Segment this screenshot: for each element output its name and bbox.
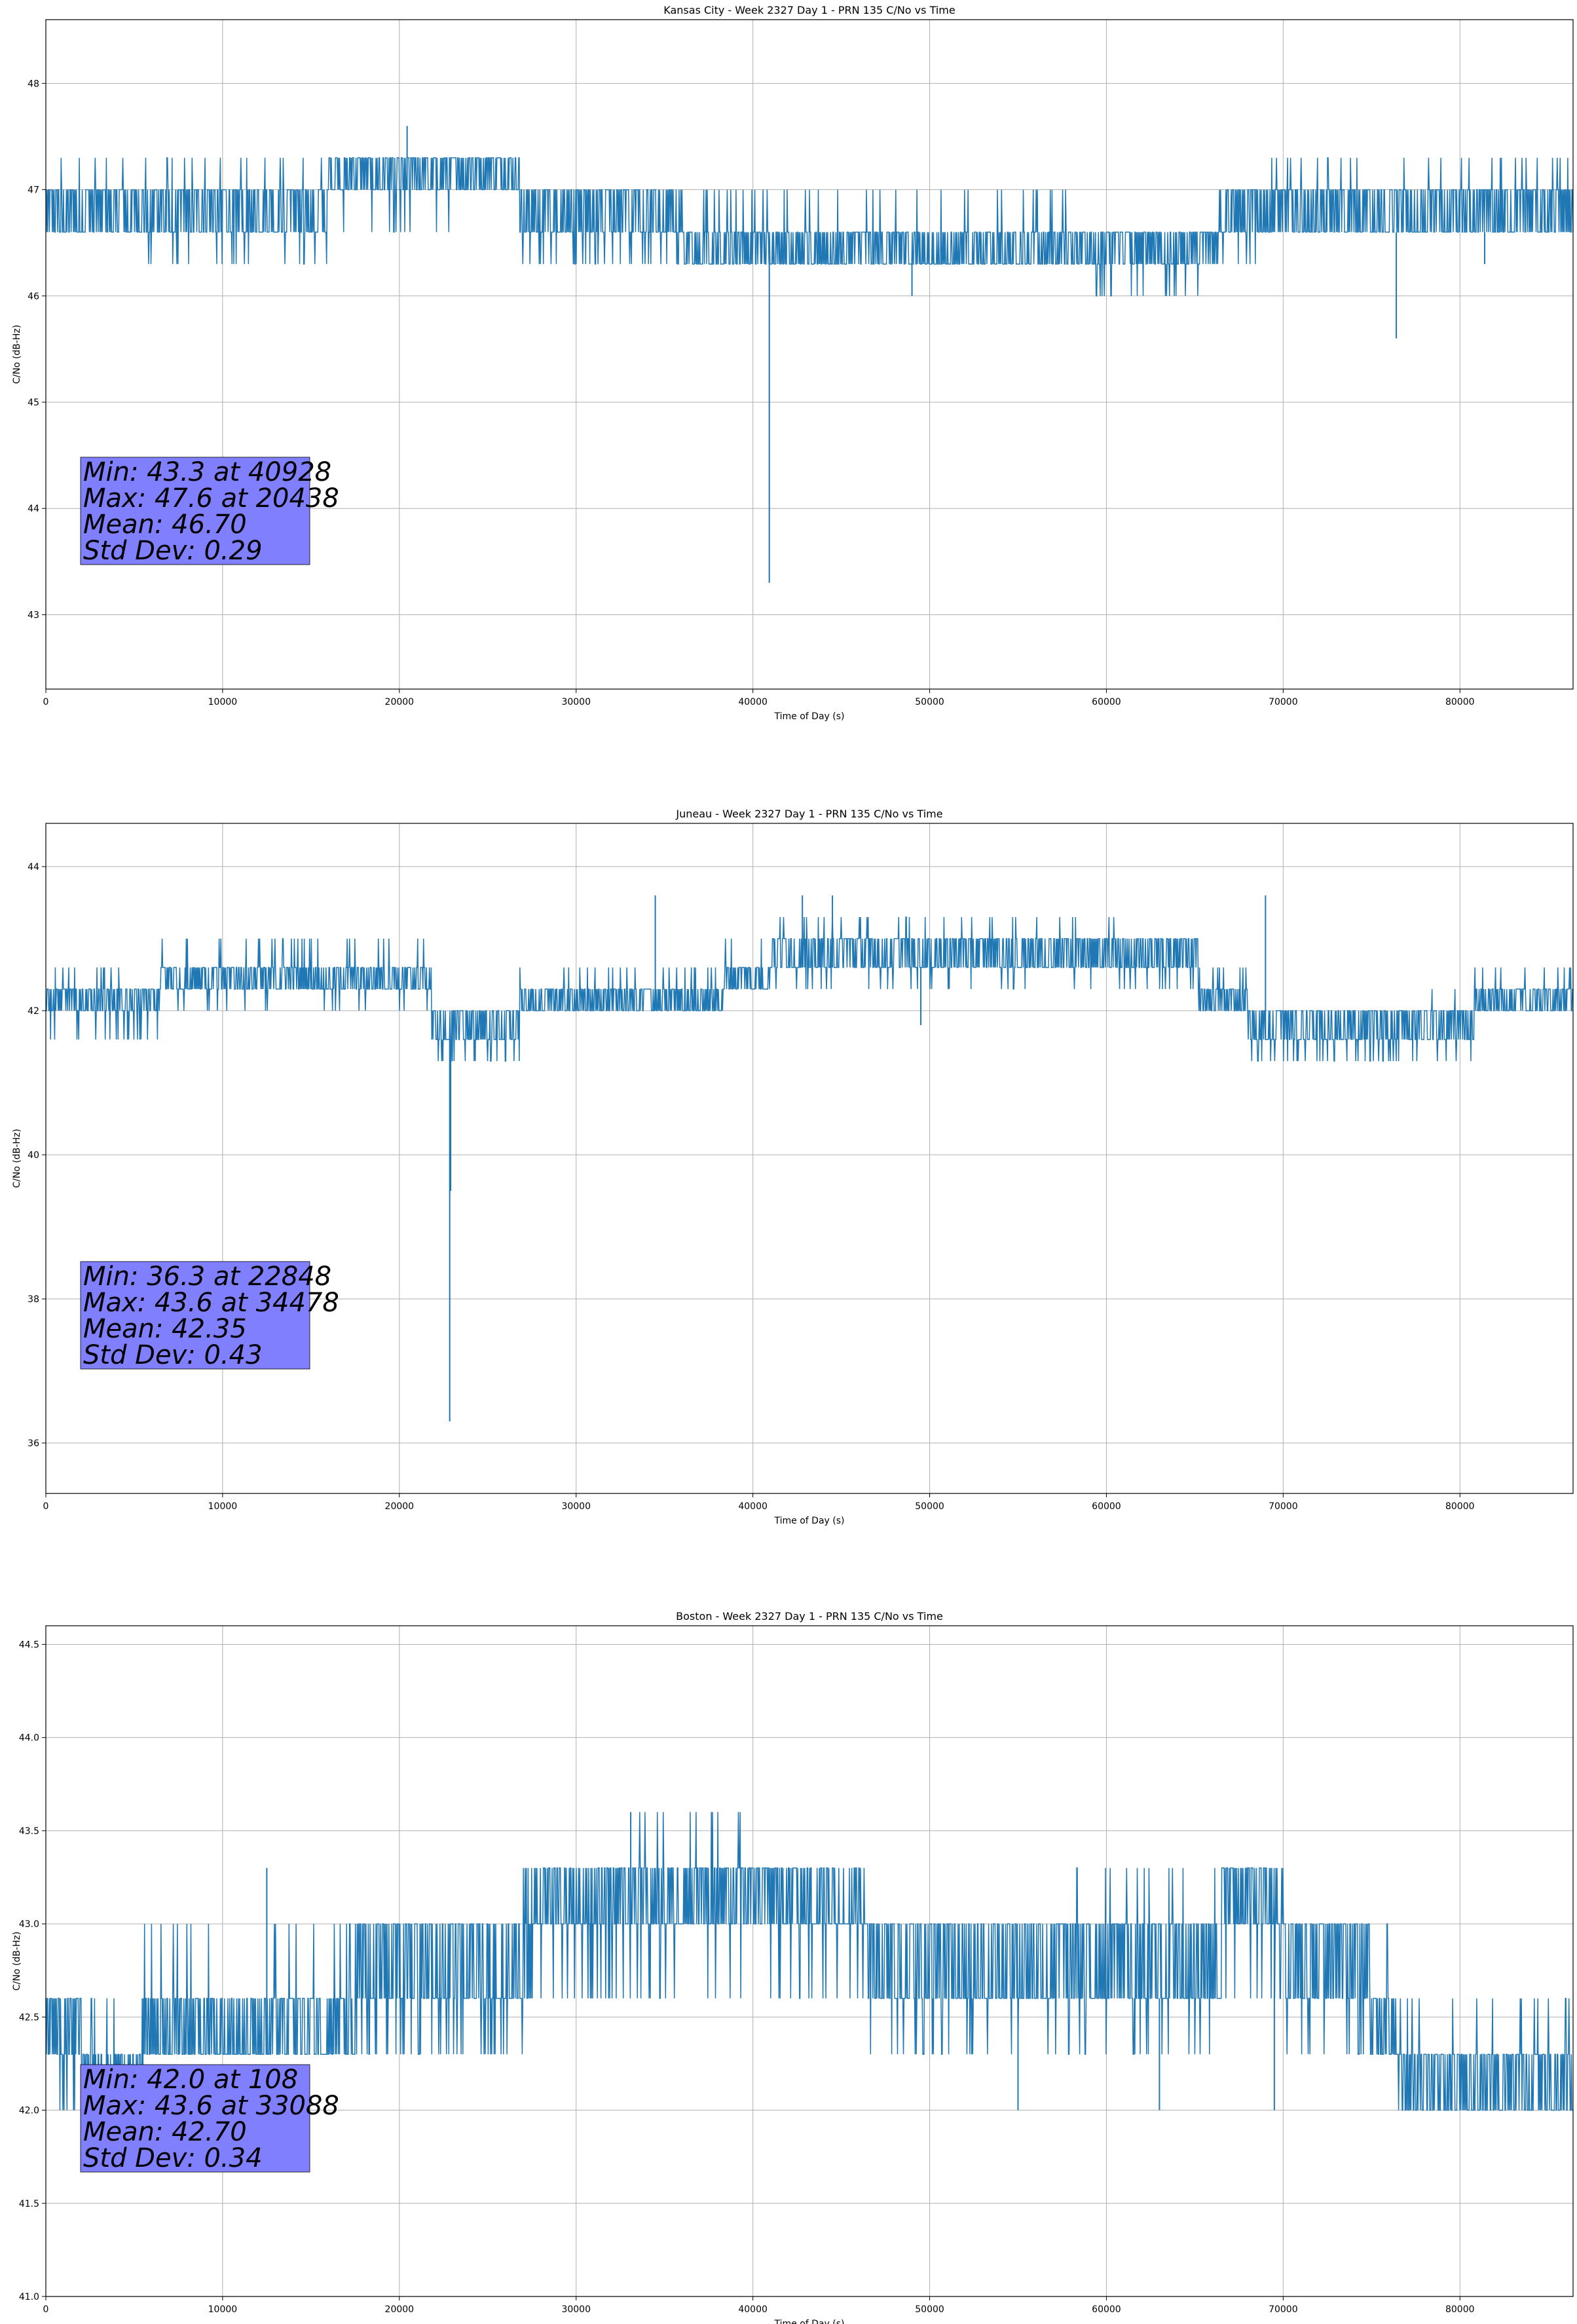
chart-kansas-city: 0 10000 20000 30000 40000 50000 60000 70000 8000…: [12, 4, 1574, 722]
y-tick-label: 36: [28, 1438, 39, 1449]
x-tick-label: 0: [43, 1501, 49, 1512]
y-axis-label: C/No (dB-Hz): [12, 325, 22, 384]
x-tick-label: 80000: [1445, 2304, 1475, 2315]
stats-line: Max: 43.6 at 33088: [83, 2091, 339, 2121]
y-tick-label: 47: [28, 185, 39, 196]
y-tick-label: 46: [28, 291, 39, 302]
x-tick-label: 10000: [208, 697, 238, 707]
x-tick-label: 80000: [1445, 1501, 1475, 1512]
plot-frame: [45, 823, 1574, 1494]
chart-title: Boston - Week 2327 Day 1 - PRN 135 C/No …: [676, 1610, 943, 1622]
x-tick-label: 10000: [208, 2304, 238, 2315]
x-tick-label: 70000: [1269, 2304, 1298, 2315]
stats-line: Std Dev: 0.34: [83, 2143, 263, 2173]
y-tick-label: 41.0: [19, 2292, 39, 2302]
x-tick-label: 40000: [738, 1501, 768, 1512]
stats-box: [80, 457, 310, 565]
x-tick-label: 30000: [561, 1501, 591, 1512]
y-tick-label: 48: [28, 79, 39, 89]
chart-boston: 0 10000 20000 30000 40000 50000 60000 70000 8000…: [12, 1610, 1574, 2324]
y-tick-label: 42.5: [19, 2012, 39, 2023]
x-tick-label: 60000: [1092, 2304, 1121, 2315]
stats-line: Mean: 42.35: [83, 1314, 247, 1344]
x-tick-label: 50000: [915, 1501, 944, 1512]
y-tick-label: 38: [28, 1294, 39, 1305]
chart-title: Juneau - Week 2327 Day 1 - PRN 135 C/No …: [675, 808, 942, 820]
x-tick-label: 70000: [1269, 697, 1298, 707]
stats-line: Max: 43.6 at 34478: [83, 1288, 339, 1318]
x-tick-label: 0: [43, 2304, 49, 2315]
stats-box: [80, 1261, 310, 1370]
stats-line: Mean: 46.70: [83, 510, 247, 540]
chart-juneau: 0 10000 20000 30000 40000 50000 60000 70000 8000…: [12, 808, 1574, 1526]
x-axis-label: Time of Day (s): [774, 1516, 845, 1526]
x-tick-label: 50000: [915, 697, 944, 707]
y-tick-label: 44.0: [19, 1733, 39, 1744]
chart-title: Kansas City - Week 2327 Day 1 - PRN 135 …: [663, 4, 955, 16]
y-axis-label: C/No (dB-Hz): [12, 1129, 22, 1188]
stats-line: Max: 47.6 at 20438: [83, 483, 339, 514]
y-tick-label: 44: [28, 862, 39, 872]
cno-series-line: [46, 916, 1573, 1062]
y-tick-label: 44: [28, 504, 39, 514]
stats-line: Mean: 42.70: [83, 2117, 247, 2147]
x-axis-label: Time of Day (s): [774, 711, 845, 722]
stats-box: [80, 2064, 310, 2173]
y-tick-label: 45: [28, 398, 39, 408]
x-tick-label: 30000: [561, 697, 591, 707]
stats-line: Std Dev: 0.29: [83, 536, 263, 566]
x-tick-label: 30000: [561, 2304, 591, 2315]
y-tick-label: 42.0: [19, 2106, 39, 2116]
y-tick-label: 41.5: [19, 2199, 39, 2209]
x-tick-label: 40000: [738, 697, 768, 707]
x-tick-label: 80000: [1445, 697, 1475, 707]
x-axis-label: Time of Day (s): [774, 2319, 845, 2324]
y-tick-label: 40: [28, 1150, 39, 1161]
x-tick-label: 20000: [385, 1501, 415, 1512]
y-tick-label: 42: [28, 1006, 39, 1017]
x-tick-label: 10000: [208, 1501, 238, 1512]
y-tick-label: 43.0: [19, 1919, 39, 1930]
x-tick-label: 40000: [738, 2304, 768, 2315]
y-tick-label: 43: [28, 610, 39, 620]
x-tick-label: 20000: [385, 697, 415, 707]
x-tick-label: 70000: [1269, 1501, 1298, 1512]
plot-frame: [45, 1625, 1574, 2297]
x-tick-label: 50000: [915, 2304, 944, 2315]
x-tick-label: 20000: [385, 2304, 415, 2315]
x-tick-label: 60000: [1092, 1501, 1121, 1512]
plot-frame: [45, 19, 1574, 690]
cno-series-line: [45, 157, 1574, 297]
stats-line: Min: 42.0 at 108: [83, 2065, 298, 2095]
stats-line: Min: 43.3 at 40928: [83, 457, 331, 487]
y-axis-label: C/No (dB-Hz): [12, 1932, 22, 1991]
stats-line: Min: 36.3 at 22848: [83, 1262, 331, 1292]
stats-line: Std Dev: 0.43: [83, 1340, 263, 1370]
x-tick-label: 60000: [1092, 697, 1121, 707]
y-tick-label: 44.5: [19, 1640, 39, 1650]
y-tick-label: 43.5: [19, 1826, 39, 1837]
x-tick-label: 0: [43, 697, 49, 707]
cno-series-line: [45, 1812, 1573, 2111]
